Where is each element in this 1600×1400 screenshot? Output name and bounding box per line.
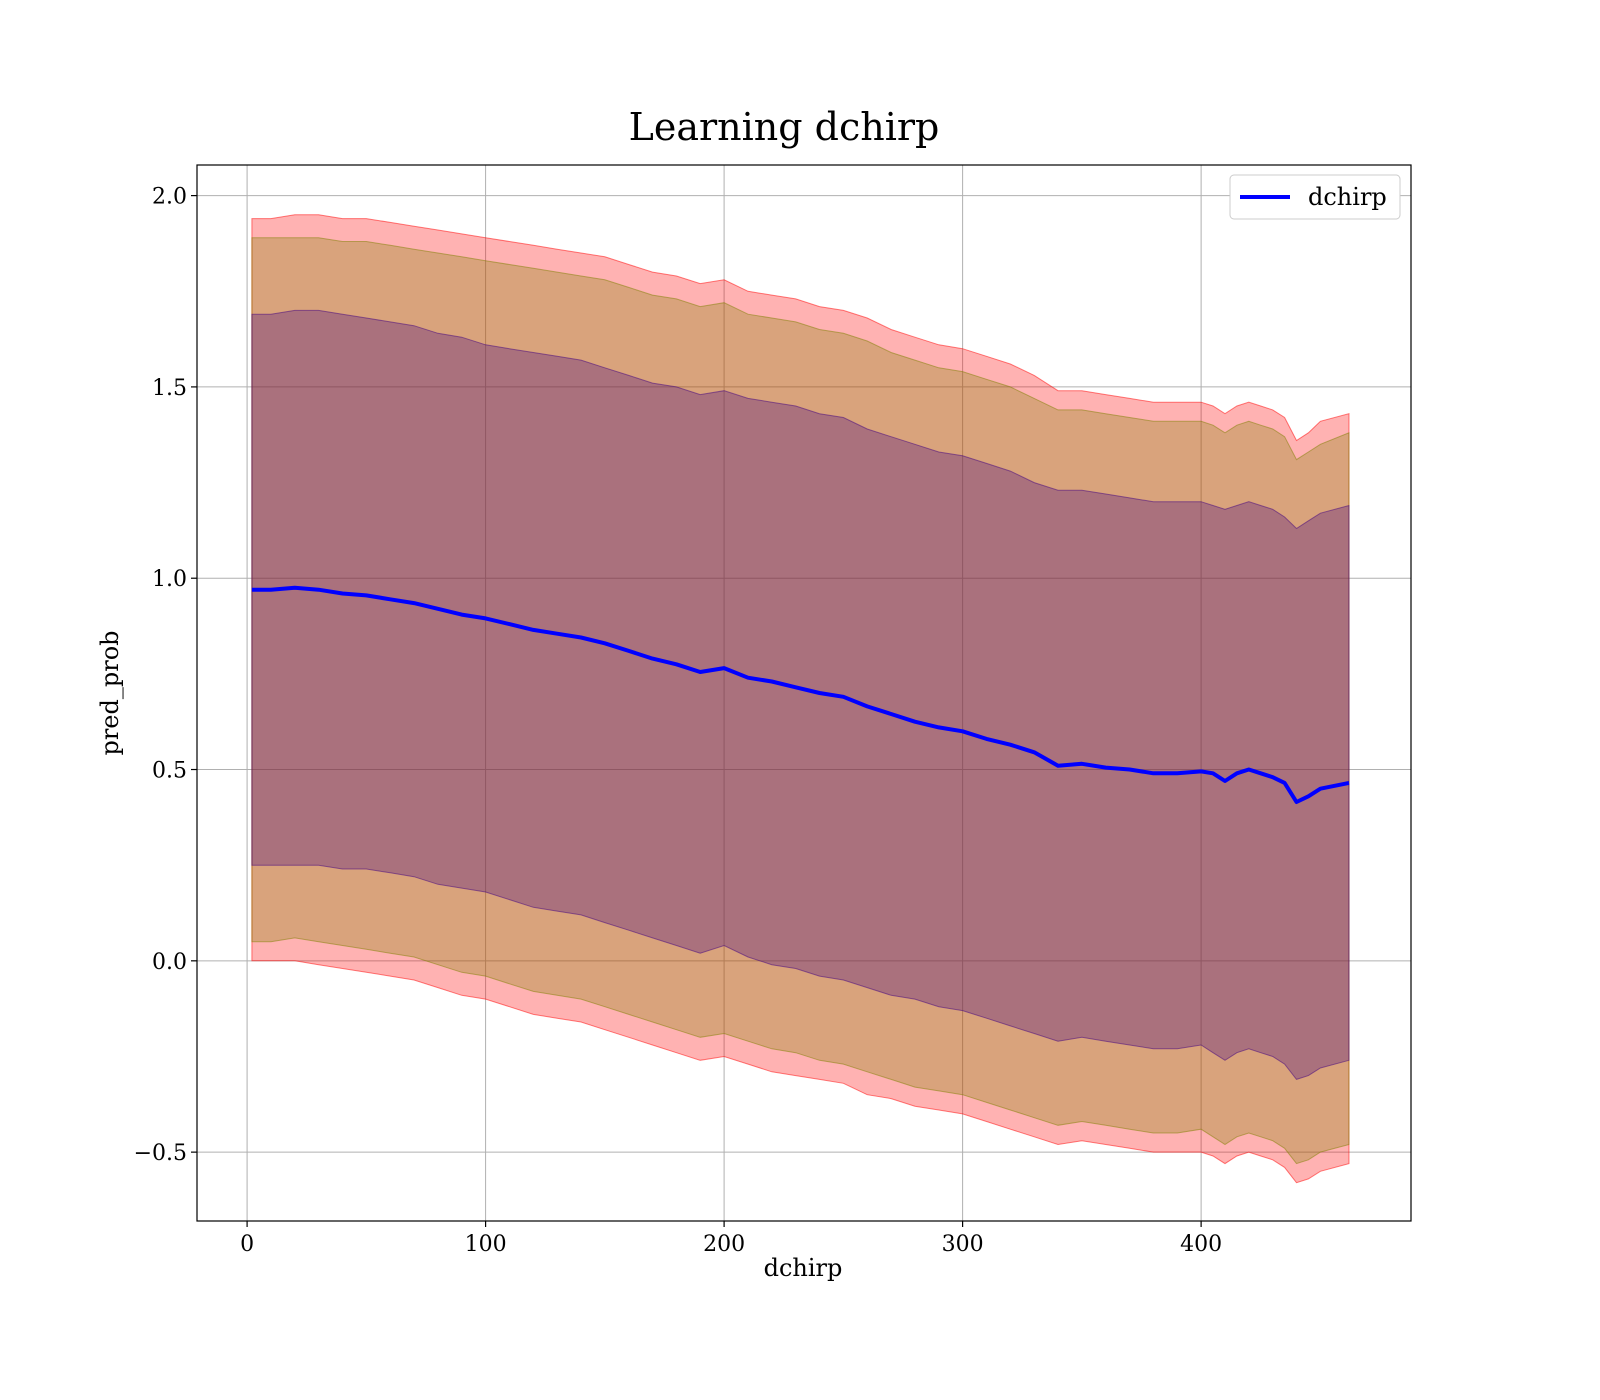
line-layer — [251, 585, 1350, 804]
chart-title: Learning dchirp — [629, 105, 940, 149]
plot-frame — [196, 164, 1412, 1222]
y-tick-label: 1.0 — [152, 567, 187, 592]
x-tick-label: 0 — [240, 1232, 254, 1257]
x-axis-label: dchirp — [764, 1254, 843, 1282]
y-tick-label: 1.5 — [152, 376, 187, 401]
y-tick-label: −0.5 — [134, 1141, 187, 1166]
x-tick-label: 100 — [465, 1232, 507, 1257]
confidence-band-2 — [251, 309, 1350, 1080]
tick-layer: 0 100 200 300 400 −0.5 0.0 0.5 1.0 1.5 2.0 — [134, 185, 1223, 1257]
confidence-band-1 — [251, 237, 1350, 1165]
y-tick-label: 2.0 — [152, 185, 187, 210]
x-tick-label: 300 — [942, 1232, 984, 1257]
grid-layer — [197, 165, 1411, 1221]
x-tick-label: 400 — [1180, 1232, 1222, 1257]
y-axis-label: pred_prob — [96, 630, 124, 755]
legend-label-dchirp: dchirp — [1308, 183, 1387, 211]
band-layer — [251, 214, 1350, 1184]
y-tick-label: 0.5 — [152, 759, 187, 784]
legend-box — [1229, 174, 1401, 220]
y-tick-label: 0.0 — [152, 950, 187, 975]
legend: dchirp — [1229, 174, 1401, 220]
x-tick-label: 200 — [703, 1232, 745, 1257]
confidence-band-0 — [251, 214, 1350, 1184]
series-line-dchirp — [251, 585, 1350, 804]
